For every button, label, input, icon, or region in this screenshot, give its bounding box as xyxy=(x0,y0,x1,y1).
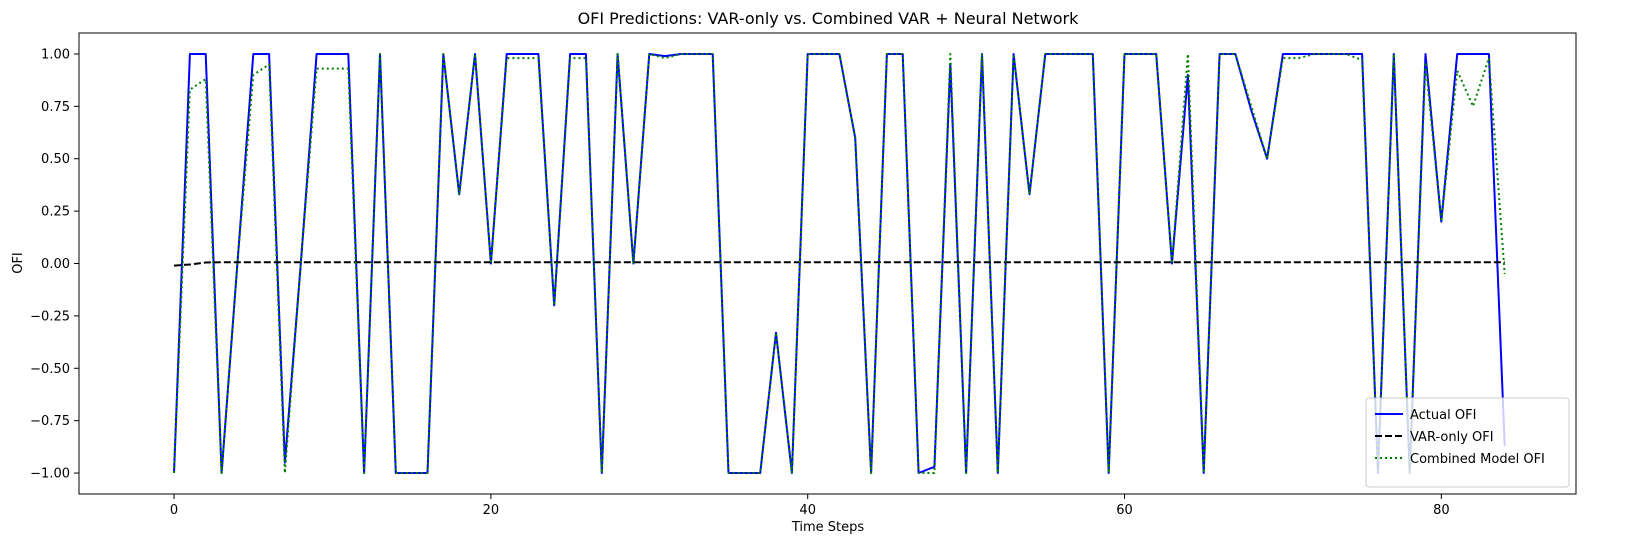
y-tick-label: 0.00 xyxy=(41,257,70,272)
y-tick-label: 0.50 xyxy=(41,152,70,167)
x-tick-label: 60 xyxy=(1116,503,1133,518)
y-tick-label: −0.25 xyxy=(30,309,70,324)
plot-frame xyxy=(78,32,1577,495)
y-axis-ticks: −1.00 −0.75 −0.50 −0.25 0.00 0.25 0.50 0.75 1.00 xyxy=(30,47,79,482)
x-axis-ticks: 0 20 40 60 80 xyxy=(170,494,1450,518)
x-tick-label: 80 xyxy=(1433,503,1450,518)
x-axis-label: Time Steps xyxy=(791,520,865,535)
y-tick-label: −0.50 xyxy=(30,362,70,377)
x-tick-label: 20 xyxy=(483,503,500,518)
legend-box xyxy=(1365,397,1570,488)
legend-label: Combined Model OFI xyxy=(1410,452,1545,467)
series-line-3 xyxy=(173,53,1506,474)
y-axis-label: OFI xyxy=(11,252,26,274)
x-tick-label: 0 xyxy=(170,503,178,518)
series-line-2 xyxy=(173,261,1505,267)
legend-label: VAR-only OFI xyxy=(1410,430,1494,445)
y-tick-label: 0.25 xyxy=(41,205,70,220)
chart-title: OFI Predictions: VAR-only vs. Combined V… xyxy=(578,9,1080,28)
y-tick-label: −1.00 xyxy=(30,467,70,482)
x-tick-label: 40 xyxy=(799,503,816,518)
legend: Actual OFI VAR-only OFI Combined Model OFI xyxy=(1365,397,1570,488)
y-tick-label: 0.75 xyxy=(41,100,70,115)
legend-label: Actual OFI xyxy=(1410,408,1476,423)
y-tick-label: −0.75 xyxy=(30,414,70,429)
y-tick-label: 1.00 xyxy=(41,47,70,62)
series-line-1 xyxy=(173,53,1506,474)
plot-lines xyxy=(173,53,1506,474)
